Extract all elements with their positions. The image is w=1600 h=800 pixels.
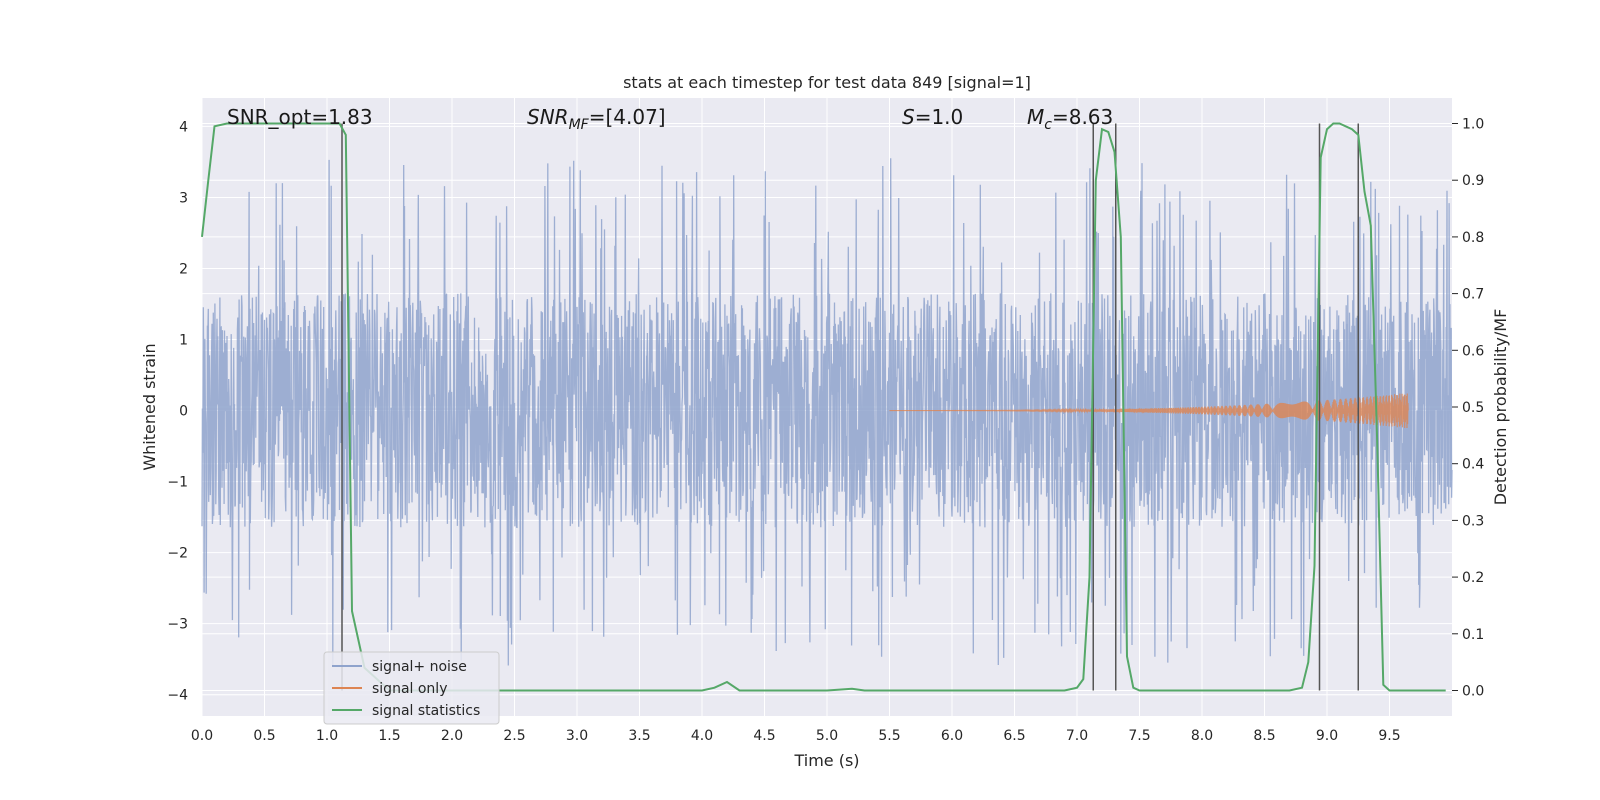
y2-tick-label: 0.2 [1462, 570, 1484, 586]
y2-tick-label: 0.5 [1462, 400, 1484, 416]
x-tick-label: 1.0 [316, 728, 338, 744]
annotation: S=1.0 [902, 105, 963, 129]
y2-tick-label: 0.4 [1462, 457, 1484, 473]
y2-axis-label: Detection probability/MF [1491, 309, 1510, 506]
legend-label-signal-noise: signal+ noise [372, 659, 467, 675]
tick-labels: 0.0 0.5 1.0 1.5 2.0 2.5 3.0 3.5 4.0 4.5 5.0 5.5 6.0 6… [167, 117, 1484, 744]
x-tick-label: 3.0 [566, 728, 588, 744]
signal-noise-series [201, 158, 1453, 666]
annotation: SNR_opt=1.83 [227, 105, 373, 129]
legend: signal+ noise signal only signal statist… [323, 651, 500, 725]
y2-tick-label: 0.7 [1462, 287, 1484, 303]
y-tick-label: −3 [167, 617, 188, 633]
x-tick-label: 6.0 [941, 728, 963, 744]
annotation-subscript: c [1044, 117, 1052, 133]
y2-tick-label: 0.3 [1462, 513, 1484, 529]
annotation: SNRMF=[4.07] [527, 105, 666, 133]
signal-statistics-series [201, 122, 1446, 692]
x-tick-label: 8.5 [1253, 728, 1275, 744]
y2-tick-label: 0.1 [1462, 627, 1484, 643]
y-tick-label: 3 [179, 190, 188, 206]
x-tick-label: 0.5 [253, 728, 275, 744]
legend-box [323, 651, 500, 725]
annotation-subscript: MF [569, 117, 590, 133]
y2-tick-label: 0.8 [1462, 230, 1484, 246]
x-axis-label: Time (s) [793, 751, 859, 770]
annotation-symbol: M [1027, 105, 1044, 129]
y2-tick-label: 0.9 [1462, 173, 1484, 189]
x-tick-label: 2.5 [503, 728, 525, 744]
x-tick-label: 5.0 [816, 728, 838, 744]
y2-tick-label: 0.6 [1462, 343, 1484, 359]
x-tick-label: 7.0 [1066, 728, 1088, 744]
x-tick-label: 3.5 [628, 728, 650, 744]
x-tick-label: 1.5 [378, 728, 400, 744]
y-tick-label: 0 [179, 404, 188, 420]
signal-statistics-line [201, 122, 1446, 692]
x-tick-label: 4.0 [691, 728, 713, 744]
x-tick-label: 0.0 [191, 728, 213, 744]
y-tick-label: 2 [179, 261, 188, 277]
legend-label-signal-only: signal only [372, 681, 447, 697]
chart-title: stats at each timestep for test data 849… [623, 73, 1031, 92]
x-tick-label: 5.5 [878, 728, 900, 744]
y-axis-label: Whitened strain [140, 343, 159, 470]
annotation: Mc=8.63 [1027, 105, 1113, 133]
signal-only-series [889, 393, 1409, 428]
x-tick-label: 6.5 [1003, 728, 1025, 744]
annotation-symbol: SNR [527, 105, 569, 129]
x-tick-label: 2.0 [441, 728, 463, 744]
y-tick-label: −1 [167, 475, 188, 491]
annotation-value: =8.63 [1052, 105, 1113, 129]
annotation-value: =[4.07] [589, 105, 666, 129]
x-tick-label: 8.0 [1191, 728, 1213, 744]
y-tick-label: 1 [179, 333, 188, 349]
annotation-symbol: S [902, 105, 915, 129]
y2-tick-label: 1.0 [1462, 117, 1484, 133]
x-tick-label: 9.0 [1316, 728, 1338, 744]
x-tick-label: 9.5 [1378, 728, 1400, 744]
y-tick-label: −4 [167, 688, 188, 704]
y-tick-label: −2 [167, 546, 188, 562]
annotation-value: =1.0 [915, 105, 964, 129]
signal-only-trace [889, 393, 1409, 428]
y-tick-label: 4 [179, 119, 188, 135]
annotations: SNR_opt=1.83 SNRMF=[4.07] S=1.0 Mc=8.63 [227, 105, 1113, 133]
y2-tick-label: 0.0 [1462, 683, 1484, 699]
x-tick-label: 4.5 [753, 728, 775, 744]
signal-noise-trace [201, 158, 1453, 666]
x-tick-label: 7.5 [1128, 728, 1150, 744]
legend-label-signal-statistics: signal statistics [372, 703, 480, 719]
